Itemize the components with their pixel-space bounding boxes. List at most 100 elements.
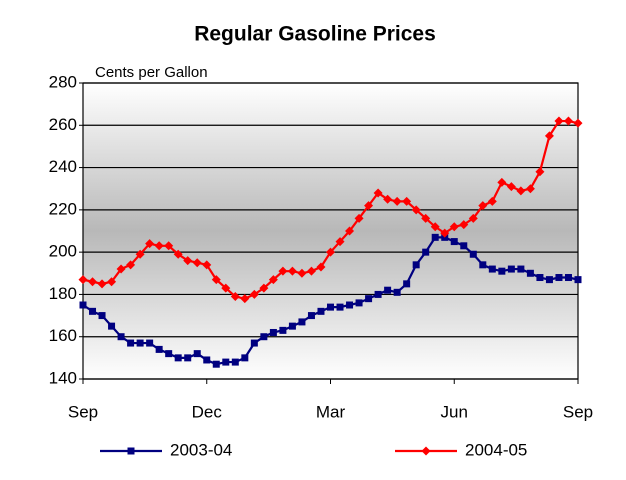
y-tick-label: 240 — [49, 157, 77, 176]
data-point — [116, 264, 126, 274]
data-point — [259, 283, 269, 293]
legend-marker — [421, 446, 431, 456]
data-point — [574, 276, 582, 284]
data-point — [97, 279, 107, 289]
data-point — [192, 258, 202, 268]
data-point — [488, 265, 496, 273]
data-point — [279, 326, 287, 334]
data-point — [469, 250, 477, 258]
legend-marker — [127, 447, 135, 455]
x-tick-label: Sep — [563, 402, 593, 421]
data-point — [211, 275, 221, 285]
data-point — [98, 312, 106, 320]
data-point — [89, 307, 97, 315]
data-point — [184, 354, 192, 362]
data-point — [298, 318, 306, 326]
data-point — [422, 248, 430, 256]
x-tick-label: Dec — [192, 402, 223, 421]
data-point — [193, 350, 201, 358]
data-point — [155, 345, 163, 353]
data-point — [355, 299, 363, 307]
data-point — [108, 322, 116, 330]
y-tick-label: 260 — [49, 115, 77, 134]
data-point — [440, 228, 450, 238]
data-point — [145, 239, 155, 249]
data-point — [525, 184, 535, 194]
data-point — [127, 339, 135, 347]
data-point — [78, 275, 88, 285]
data-point — [555, 274, 563, 282]
y-tick-label: 140 — [49, 368, 77, 387]
data-point — [230, 292, 240, 302]
data-point — [478, 201, 488, 211]
data-point — [88, 277, 98, 287]
data-point — [468, 213, 478, 223]
data-point — [354, 213, 364, 223]
y-tick-label: 220 — [49, 199, 77, 218]
data-point — [174, 354, 182, 362]
y-tick-label: 200 — [49, 242, 77, 261]
data-point — [479, 261, 487, 269]
x-tick-label: Jun — [441, 402, 468, 421]
data-point — [487, 196, 497, 206]
data-point — [249, 289, 259, 299]
data-point — [297, 268, 307, 278]
data-point — [278, 266, 288, 276]
legend-label: 2003-04 — [170, 440, 232, 459]
data-point — [421, 213, 431, 223]
data-point — [431, 233, 439, 241]
data-point — [221, 283, 231, 293]
data-point — [316, 262, 326, 272]
data-point — [450, 238, 458, 246]
data-point — [79, 301, 87, 309]
data-point — [231, 358, 239, 366]
data-point — [554, 116, 564, 126]
data-point — [202, 260, 212, 270]
data-point — [526, 269, 534, 277]
y-tick-label: 180 — [49, 284, 77, 303]
data-point — [544, 131, 554, 141]
data-point — [268, 275, 278, 285]
x-tick-label: Mar — [316, 402, 346, 421]
data-point — [107, 277, 117, 287]
data-point — [374, 290, 382, 298]
axis-unit: Cents per Gallon — [95, 64, 208, 81]
y-tick-label: 160 — [49, 326, 77, 345]
data-point — [535, 167, 545, 177]
data-point — [327, 303, 334, 311]
data-point — [364, 201, 374, 211]
data-point — [260, 333, 268, 341]
data-point — [117, 333, 125, 341]
plot-area — [83, 83, 578, 379]
y-tick-label: 280 — [49, 72, 77, 91]
data-point — [430, 222, 440, 232]
data-point — [250, 339, 258, 347]
data-point — [497, 177, 507, 187]
data-point — [392, 196, 402, 206]
data-point — [402, 196, 412, 206]
data-point — [498, 267, 506, 275]
data-point — [507, 265, 515, 273]
data-point — [460, 242, 468, 250]
data-point — [403, 280, 411, 288]
data-point — [573, 118, 583, 128]
data-point — [564, 274, 572, 282]
data-point — [345, 226, 355, 236]
data-point — [563, 116, 573, 126]
data-point — [365, 295, 373, 303]
data-point — [517, 265, 525, 273]
data-point — [164, 241, 174, 251]
data-point — [545, 276, 553, 284]
data-point — [288, 322, 296, 330]
data-point — [412, 261, 420, 269]
chart-title: Regular Gasoline Prices — [194, 23, 436, 46]
data-point — [536, 274, 544, 282]
data-point — [183, 256, 193, 266]
data-point — [384, 286, 392, 294]
data-point — [154, 241, 164, 251]
data-point — [393, 288, 401, 296]
data-point — [203, 356, 211, 364]
data-point — [373, 188, 383, 198]
data-point — [449, 222, 459, 232]
